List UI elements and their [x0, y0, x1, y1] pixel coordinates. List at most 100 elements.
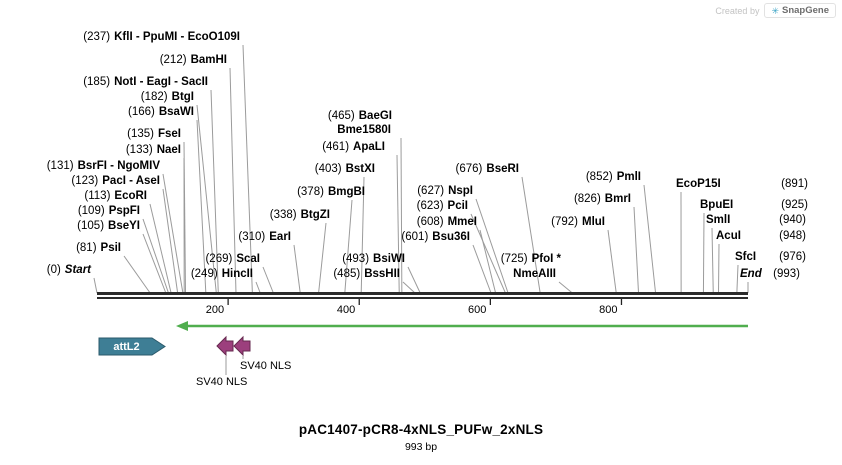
enzyme-name: End — [740, 268, 762, 280]
site-label-mlui: (792) MluI — [551, 216, 605, 229]
site-position: (852) — [585, 171, 613, 183]
site-connector-line — [229, 67, 237, 294]
site-position: (623) — [416, 200, 444, 212]
site-connector-line — [93, 277, 98, 294]
enzyme-name: EcoRI — [114, 190, 147, 202]
site-position: (310) — [238, 231, 266, 243]
enzyme-name: PspFI — [108, 205, 140, 217]
enzyme-name: FseI — [157, 128, 181, 140]
site-label-acui: AcuI (948) — [716, 230, 806, 243]
site-label-start: (0) Start — [47, 264, 91, 277]
snapgene-logo-text: SnapGene — [782, 5, 829, 16]
site-position: (105) — [77, 220, 105, 232]
enzyme-name: NspI — [448, 185, 473, 197]
sequence-axis — [97, 292, 748, 299]
enzyme-name: Bsu36I — [432, 231, 470, 243]
site-connector-line — [123, 255, 151, 294]
site-label-paci-asei: (123) PacI - AseI — [71, 175, 160, 188]
site-position: (826) — [573, 193, 601, 205]
site-position: (131) — [46, 160, 74, 172]
site-label-end: End (993) — [740, 268, 800, 281]
site-connector-line — [196, 104, 217, 294]
site-label-bstxi: (403) BstXI — [315, 163, 375, 176]
site-connector-line — [262, 266, 274, 294]
tick-label-400: 400 — [336, 304, 356, 316]
site-label-mmei: (608) MmeI — [417, 216, 477, 229]
site-position: (891) — [781, 178, 808, 190]
enzyme-name: Bme1580I — [337, 124, 391, 136]
site-label-bsrfi-ngomiv: (131) BsrFI - NgoMIV — [47, 160, 160, 173]
enzyme-name: ApaLI — [353, 141, 385, 153]
site-label-kfli-ppumi-ecoo109i: (237) KflI - PpuMI - EcoO109I — [83, 31, 240, 44]
site-connector-line — [242, 44, 253, 294]
site-connector-line — [736, 264, 739, 294]
map-length: 993 bp — [404, 441, 438, 453]
site-connector-line — [633, 206, 640, 294]
site-position: (133) — [125, 144, 153, 156]
site-position: (601) — [401, 231, 429, 243]
enzyme-name: BssHII — [364, 268, 400, 280]
site-position: (976) — [779, 251, 806, 263]
reverse-strand-arrowhead-icon — [176, 321, 188, 331]
site-connector-line — [162, 188, 179, 294]
feature-label-sv40-nls-1: SV40 NLS — [196, 376, 248, 388]
site-label-pmli: (852) PmlI — [586, 171, 641, 184]
site-connector-line — [344, 199, 353, 294]
site-label-psii: (81) PsiI — [76, 242, 121, 255]
site-position: (269) — [205, 253, 233, 265]
site-connector-line — [702, 212, 705, 294]
site-label-nspi: (627) NspI — [417, 185, 473, 198]
site-label-sfci: SfcI (976) — [735, 251, 806, 264]
site-label-pspfi: (109) PspFI — [78, 205, 140, 218]
site-label-eari: (310) EarI — [238, 231, 291, 244]
site-position: (940) — [779, 214, 806, 226]
enzyme-name: BseRI — [486, 163, 519, 175]
site-position: (461) — [322, 141, 350, 153]
site-label-bsiwi: (493) BsiWI — [342, 253, 405, 266]
enzyme-name: BaeGI — [358, 110, 392, 122]
site-position: (0) — [46, 264, 61, 276]
enzyme-name: BseYI — [108, 220, 140, 232]
site-label-bsawi: (166) BsaWI — [128, 106, 194, 119]
enzyme-name: Start — [64, 264, 91, 276]
site-connector-line — [293, 244, 301, 294]
enzyme-name: PmlI — [616, 171, 641, 183]
site-connector-line — [407, 266, 421, 294]
site-connector-line — [210, 89, 219, 294]
site-position: (465) — [327, 110, 355, 122]
site-position: (608) — [416, 216, 444, 228]
snapgene-logo-icon: ✳ — [771, 5, 779, 16]
site-connector-line — [643, 184, 657, 294]
site-position: (338) — [269, 209, 297, 221]
site-label-bamhi: (212) BamHI — [160, 54, 227, 67]
enzyme-name: EcoP15I — [676, 178, 721, 190]
site-position: (135) — [127, 128, 154, 140]
tick-label-800: 800 — [599, 304, 618, 316]
site-connector-line — [318, 222, 327, 294]
site-connector-line — [400, 137, 403, 294]
site-connector-line — [717, 243, 720, 294]
site-position: (123) — [71, 175, 99, 187]
enzyme-name: AcuI — [716, 230, 741, 242]
site-connector-line — [396, 154, 400, 294]
site-label-bseri: (676) BseRI — [456, 163, 519, 176]
site-label-bme1580i: Bme1580I — [337, 124, 391, 137]
enzyme-name: BsaWI — [158, 106, 194, 118]
enzyme-name: PacI - AseI — [102, 175, 160, 187]
watermark-created-by-text: Created by — [715, 5, 760, 16]
site-label-ecop15i: EcoP15I (891) — [676, 178, 808, 191]
enzyme-name: BstXI — [345, 163, 375, 175]
enzyme-name: PsiI — [100, 242, 121, 254]
enzyme-name: SmlI — [706, 214, 731, 226]
site-connector-line — [607, 229, 617, 294]
site-connector-line — [149, 203, 172, 294]
site-position: (237) — [83, 31, 111, 43]
enzyme-name: BtgI — [171, 91, 194, 103]
feature-arrow-sv40-nls-1 — [216, 335, 234, 357]
site-label-noti-eagi-sacii: (185) NotI - EagI - SacII — [83, 76, 208, 89]
site-connector-line — [360, 176, 365, 294]
enzyme-name: ScaI — [236, 253, 260, 265]
site-connector-line — [472, 244, 492, 294]
